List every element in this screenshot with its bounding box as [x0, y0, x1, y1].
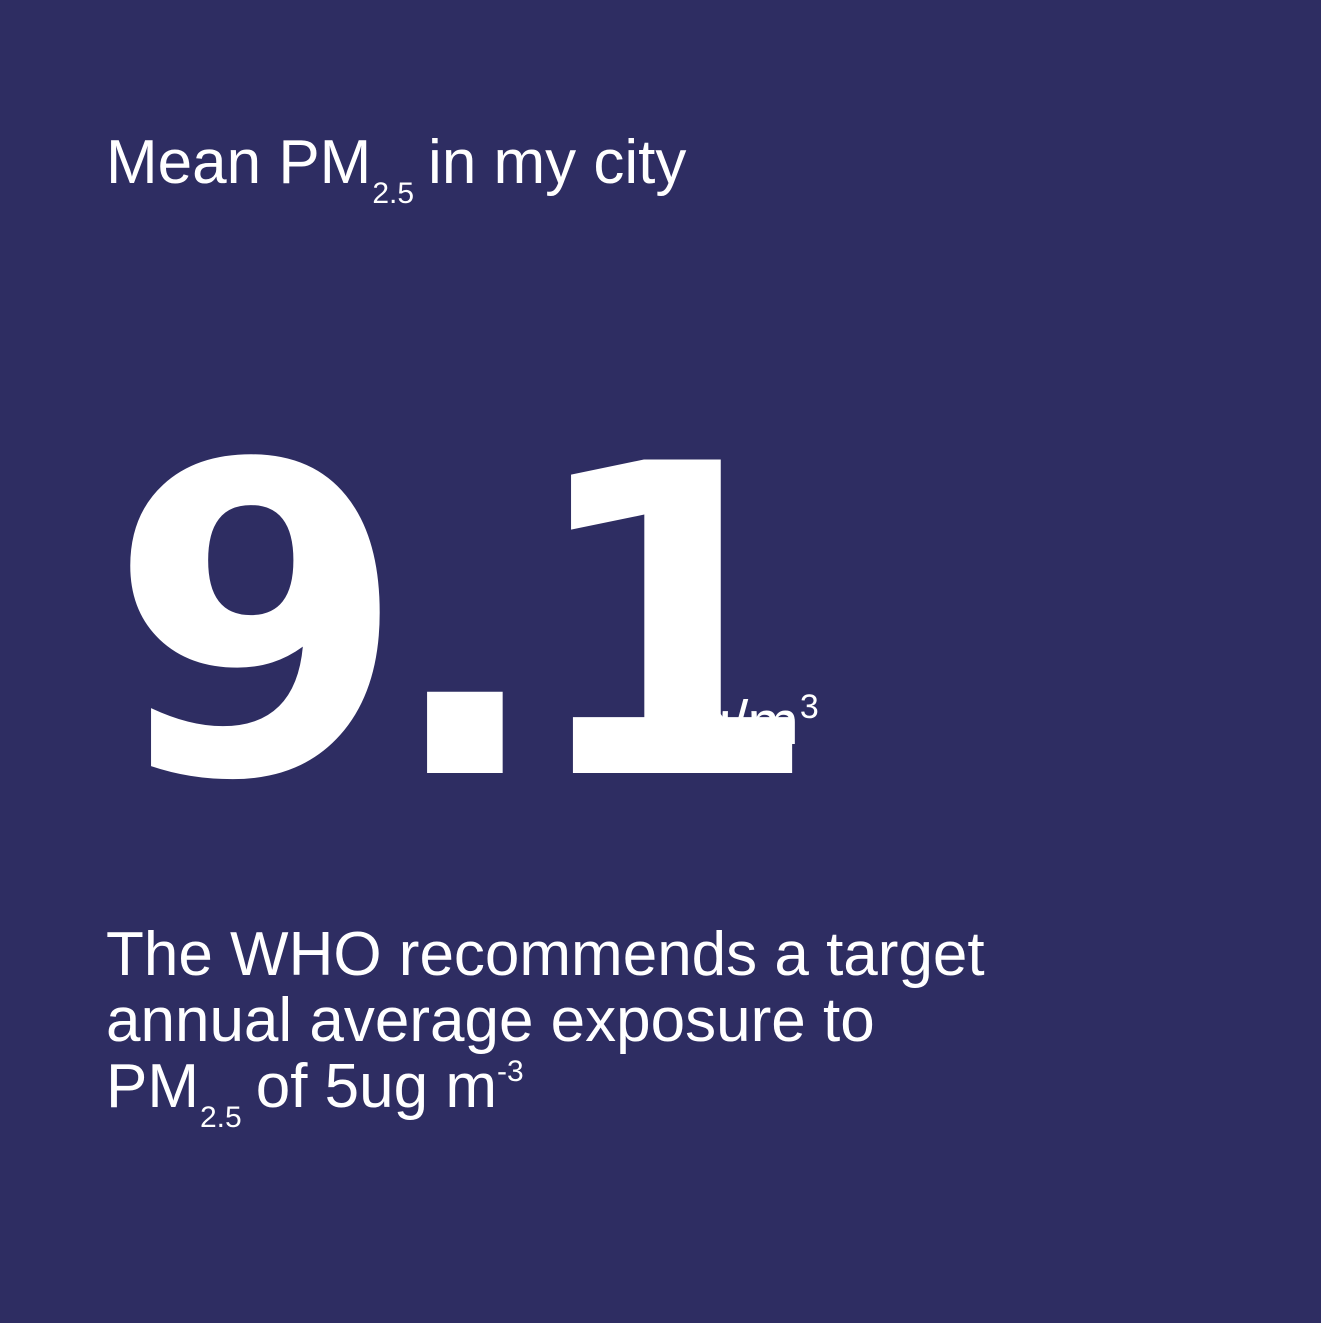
- unit-superscript: 3: [799, 688, 819, 726]
- pm25-unit: ug/m3: [664, 690, 819, 755]
- heading-subscript: 2.5: [372, 177, 415, 210]
- unit-text: ug/m: [664, 689, 799, 758]
- note-line-3-after: of 5ug m: [255, 1052, 497, 1121]
- heading-text-after: in my city: [428, 128, 687, 197]
- note-line-2: annual average exposure to: [106, 986, 875, 1055]
- note-line-3-before: PM: [106, 1052, 199, 1121]
- who-recommendation: The WHO recommends a target annual avera…: [106, 920, 1206, 1135]
- note-subscript: 2.5: [200, 1101, 242, 1134]
- note-superscript: -3: [496, 1055, 524, 1088]
- card-heading: Mean PM2.5 in my city: [106, 132, 686, 209]
- note-line-1: The WHO recommends a target: [106, 920, 985, 989]
- pm25-value: 9.1: [108, 375, 822, 875]
- note-line-3: PM2.5 of 5ug m-3: [106, 1052, 1206, 1135]
- heading-text-before: Mean PM: [106, 128, 372, 197]
